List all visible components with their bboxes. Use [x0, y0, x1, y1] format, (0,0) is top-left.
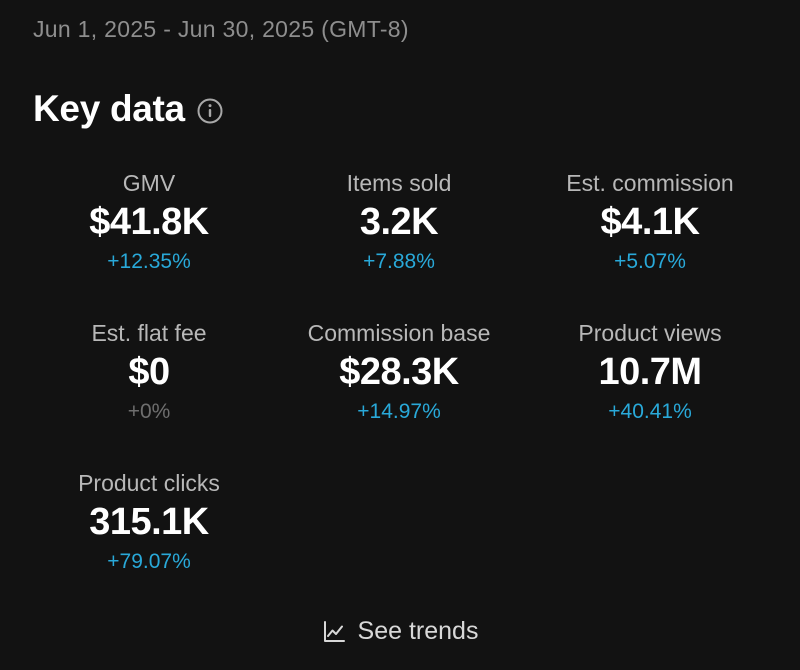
metric-label: GMV [122, 170, 176, 196]
metric-items-sold: Items sold 3.2K +7.88% [274, 168, 524, 278]
metric-commission-base: Commission base $28.3K +14.97% [274, 318, 524, 428]
metric-label: Commission base [307, 320, 491, 346]
metric-delta: +12.35% [107, 250, 191, 273]
metric-value: 315.1K [89, 501, 209, 543]
metric-label: Items sold [346, 170, 452, 196]
see-trends-label: See trends [357, 617, 479, 645]
metric-delta: +5.07% [614, 250, 686, 273]
metric-product-clicks: Product clicks 315.1K +79.07% [24, 468, 274, 578]
section-title: Key data [33, 88, 185, 129]
info-icon[interactable] [197, 98, 223, 124]
metric-label: Est. flat fee [91, 320, 207, 346]
metric-value: $4.1K [600, 201, 700, 243]
metric-value: $28.3K [339, 351, 459, 393]
metric-value: 3.2K [359, 201, 439, 243]
metric-product-views: Product views 10.7M +40.41% [525, 318, 775, 428]
metric-delta: +14.97% [357, 400, 441, 423]
metric-delta: +0% [127, 400, 171, 423]
metric-value: $0 [128, 351, 170, 393]
see-trends-button[interactable]: See trends [0, 617, 800, 646]
metric-label: Product clicks [78, 470, 220, 496]
metric-gmv: GMV $41.8K +12.35% [24, 168, 274, 278]
metric-delta: +40.41% [608, 400, 692, 423]
metric-est-flat-fee: Est. flat fee $0 +0% [24, 318, 274, 428]
metric-label: Est. commission [566, 170, 734, 196]
key-data-header: Key data [33, 88, 223, 130]
date-range: Jun 1, 2025 - Jun 30, 2025 (GMT-8) [33, 16, 409, 42]
metric-value: $41.8K [89, 201, 209, 243]
metric-label: Product views [578, 320, 722, 346]
metric-delta: +79.07% [107, 550, 191, 573]
line-chart-icon [323, 620, 345, 642]
metric-delta: +7.88% [363, 250, 435, 273]
metric-est-commission: Est. commission $4.1K +5.07% [525, 168, 775, 278]
metric-value: 10.7M [598, 351, 702, 393]
